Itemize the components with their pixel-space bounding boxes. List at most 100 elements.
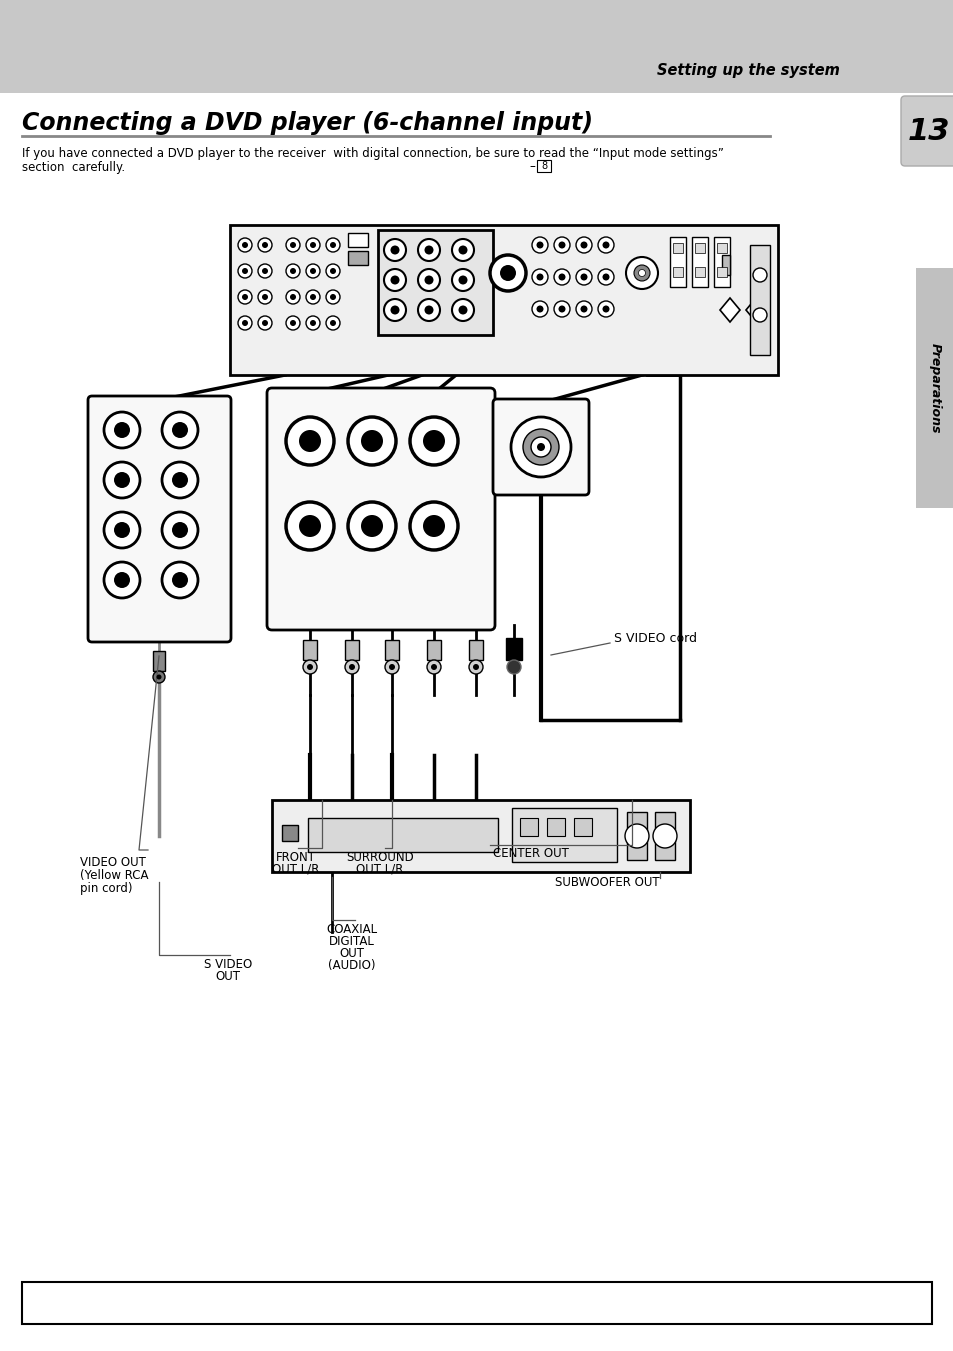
Circle shape [286, 263, 299, 278]
Circle shape [384, 269, 406, 290]
Circle shape [490, 255, 525, 290]
Circle shape [162, 512, 198, 549]
Circle shape [345, 661, 358, 674]
Circle shape [172, 521, 188, 538]
Circle shape [242, 267, 248, 274]
Circle shape [652, 824, 677, 848]
Circle shape [576, 269, 592, 285]
Circle shape [298, 515, 320, 536]
Bar [505, 638, 521, 661]
Bar [377, 230, 493, 335]
Text: 13: 13 [907, 116, 949, 146]
Bar [519, 817, 537, 836]
Bar [915, 267, 953, 508]
Circle shape [537, 443, 544, 451]
Circle shape [162, 412, 198, 449]
Text: Setting up the system: Setting up the system [657, 62, 840, 77]
Circle shape [554, 236, 569, 253]
Circle shape [390, 246, 399, 254]
Circle shape [326, 316, 339, 330]
Circle shape [298, 430, 320, 453]
Circle shape [113, 471, 130, 488]
Circle shape [424, 305, 433, 315]
Circle shape [330, 320, 335, 326]
FancyBboxPatch shape [900, 96, 953, 166]
Circle shape [390, 305, 399, 315]
Circle shape [469, 661, 482, 674]
Circle shape [458, 276, 467, 285]
Circle shape [262, 320, 268, 326]
Circle shape [257, 290, 272, 304]
Circle shape [306, 316, 319, 330]
Circle shape [598, 236, 614, 253]
Circle shape [152, 671, 165, 684]
Polygon shape [745, 299, 765, 322]
Circle shape [306, 290, 319, 304]
Circle shape [558, 242, 565, 249]
FancyBboxPatch shape [267, 388, 495, 630]
Circle shape [262, 242, 268, 249]
Bar [655, 812, 675, 861]
Circle shape [290, 295, 295, 300]
Bar [348, 232, 368, 247]
Circle shape [422, 430, 444, 453]
Text: OUT L/R: OUT L/R [272, 863, 319, 875]
Text: (AUDIO): (AUDIO) [328, 959, 375, 971]
Circle shape [303, 661, 316, 674]
Circle shape [326, 263, 339, 278]
Circle shape [360, 515, 382, 536]
Bar [230, 226, 778, 376]
Circle shape [576, 236, 592, 253]
Circle shape [554, 301, 569, 317]
Bar [691, 236, 707, 286]
Circle shape [306, 263, 319, 278]
Bar [695, 243, 704, 253]
Bar [469, 640, 482, 661]
Circle shape [424, 246, 433, 254]
Bar [345, 640, 358, 661]
Circle shape [330, 267, 335, 274]
Circle shape [536, 242, 543, 249]
Circle shape [532, 236, 547, 253]
Circle shape [257, 263, 272, 278]
Text: S VIDEO: S VIDEO [204, 958, 252, 971]
Bar [537, 159, 551, 172]
Circle shape [237, 316, 252, 330]
Bar [713, 236, 729, 286]
Text: OUT: OUT [215, 970, 240, 984]
Text: SUBWOOFER OUT: SUBWOOFER OUT [555, 875, 659, 889]
Circle shape [602, 242, 609, 249]
Text: section  carefully.: section carefully. [22, 161, 125, 173]
Bar [672, 243, 682, 253]
Bar [626, 812, 646, 861]
Circle shape [558, 305, 565, 312]
Bar [546, 817, 564, 836]
Bar [308, 817, 497, 852]
Bar [152, 651, 165, 671]
Circle shape [410, 503, 457, 550]
Circle shape [237, 290, 252, 304]
Circle shape [242, 320, 248, 326]
Circle shape [172, 571, 188, 588]
Circle shape [602, 273, 609, 281]
Circle shape [558, 273, 565, 281]
Circle shape [410, 417, 457, 465]
Circle shape [156, 674, 161, 680]
Circle shape [536, 305, 543, 312]
Circle shape [348, 417, 395, 465]
Circle shape [424, 276, 433, 285]
Circle shape [634, 265, 649, 281]
Circle shape [579, 273, 587, 281]
Bar [695, 267, 704, 277]
FancyBboxPatch shape [88, 396, 231, 642]
Text: OUT: OUT [339, 947, 364, 961]
Bar [717, 243, 726, 253]
Circle shape [417, 269, 439, 290]
Bar [303, 640, 316, 661]
Circle shape [286, 316, 299, 330]
Circle shape [330, 242, 335, 249]
Circle shape [310, 295, 315, 300]
Circle shape [422, 515, 444, 536]
Circle shape [257, 238, 272, 253]
Bar [669, 236, 685, 286]
